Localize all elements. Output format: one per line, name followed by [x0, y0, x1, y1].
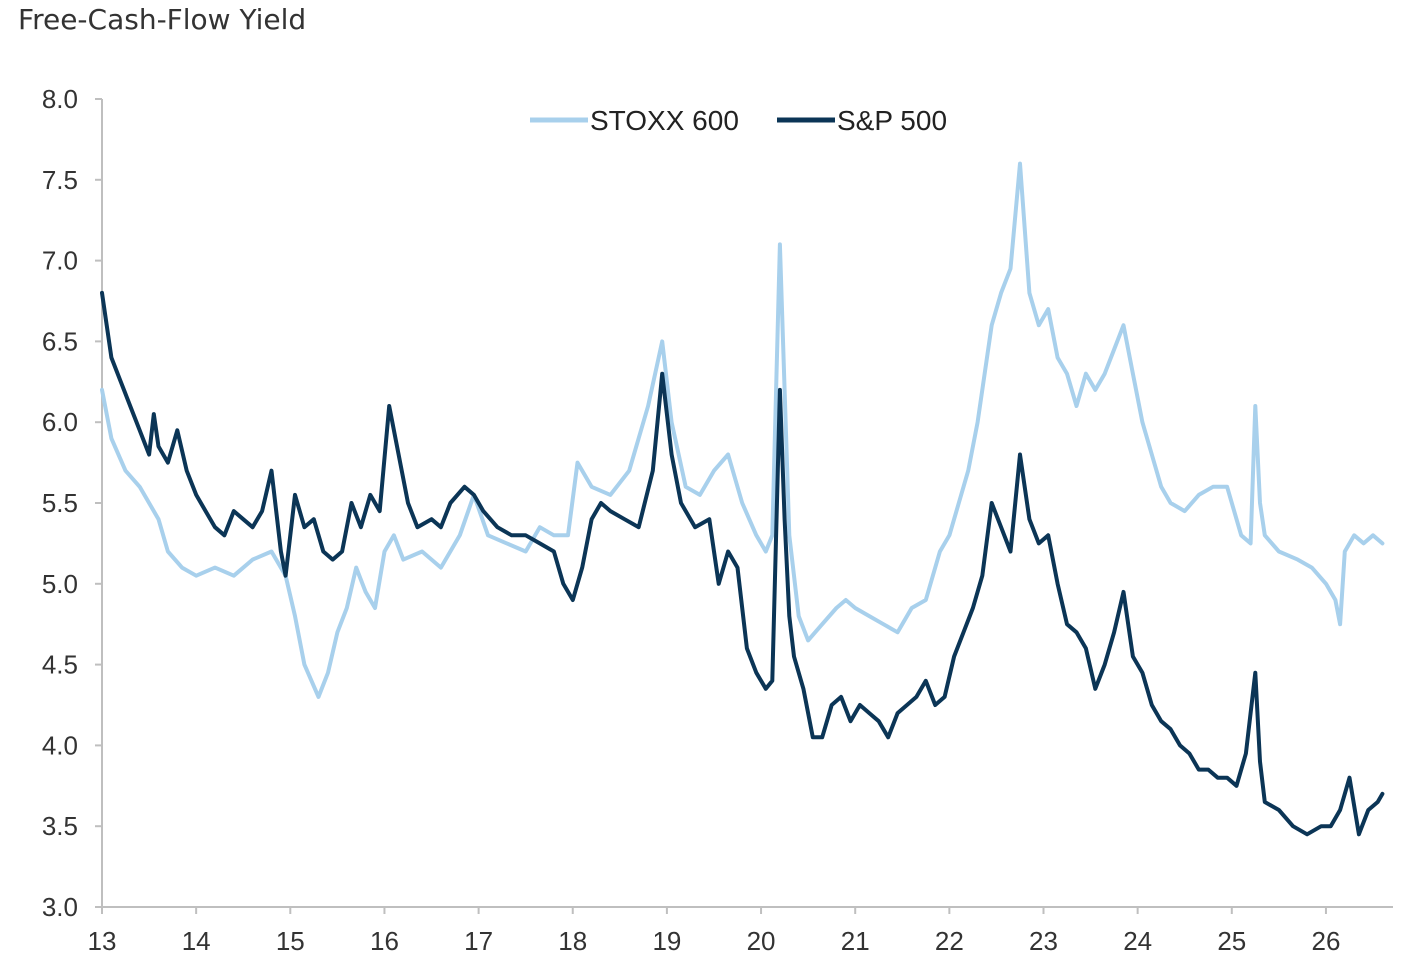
- y-tick-label: 5.5: [42, 488, 78, 518]
- page-title: Free-Cash-Flow Yield: [18, 3, 307, 36]
- x-tick-label: 26: [1311, 926, 1340, 956]
- x-tick-label: 20: [747, 926, 776, 956]
- x-tick-label: 14: [182, 926, 211, 956]
- y-tick-label: 8.0: [42, 84, 78, 114]
- y-tick-label: 3.5: [42, 811, 78, 841]
- x-tick-label: 23: [1029, 926, 1058, 956]
- x-tick-label: 13: [88, 926, 117, 956]
- chart-series: [100, 161, 1385, 837]
- y-tick-label: 4.0: [42, 730, 78, 760]
- x-axis-ticks: 13 14 15 16 17 18 19 20 21 22 23 24 25 26: [88, 907, 1340, 956]
- y-tick-label: 7.5: [42, 165, 78, 195]
- x-tick-label: 22: [935, 926, 964, 956]
- x-tick-label: 18: [558, 926, 587, 956]
- legend-label-stoxx-600: STOXX 600: [590, 105, 739, 136]
- x-tick-label: 16: [370, 926, 399, 956]
- series-line-stoxx-600: [100, 161, 1385, 699]
- y-tick-label: 3.0: [42, 892, 78, 922]
- chart-legend: STOXX 600 S&P 500: [530, 105, 947, 136]
- x-tick-label: 24: [1123, 926, 1152, 956]
- x-tick-label: 21: [841, 926, 870, 956]
- x-tick-label: 25: [1217, 926, 1246, 956]
- y-axis-ticks: 3.0 3.5 4.0 4.5 5.0 5.5 6.0 6.5 7.0 7.5 8.0: [42, 84, 102, 922]
- y-tick-label: 6.0: [42, 407, 78, 437]
- y-tick-label: 6.5: [42, 326, 78, 356]
- y-tick-label: 5.0: [42, 569, 78, 599]
- y-tick-label: 4.5: [42, 650, 78, 680]
- legend-label-sp-500: S&P 500: [837, 105, 947, 136]
- series-line-sp-500: [100, 290, 1385, 837]
- x-tick-label: 19: [652, 926, 681, 956]
- x-tick-label: 15: [276, 926, 305, 956]
- x-tick-label: 17: [464, 926, 493, 956]
- y-tick-label: 7.0: [42, 246, 78, 276]
